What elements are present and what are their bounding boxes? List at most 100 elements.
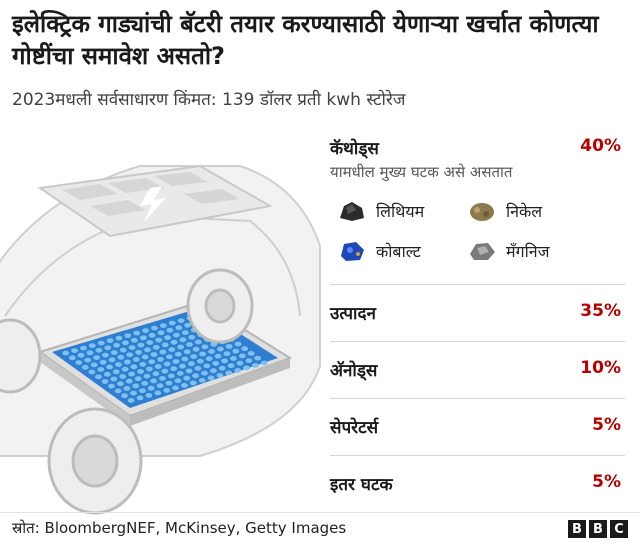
battery-cover-panel <box>37 164 273 238</box>
battery-cell <box>216 373 224 378</box>
cost-row-anodes: अ‌ॅनोड्स 10% <box>330 342 625 399</box>
cost-percent: 5% <box>592 415 621 435</box>
battery-cell <box>121 393 128 399</box>
battery-cell <box>117 381 124 387</box>
chart-title: इलेक्ट्रिक गाड्यांची बॅटरी तयार करण्यासा… <box>12 10 599 70</box>
battery-cell <box>170 366 178 372</box>
battery-cell <box>247 351 255 356</box>
battery-cell <box>68 355 76 361</box>
battery-cell <box>234 341 242 347</box>
mineral-label: कोबाल्ट <box>376 242 421 261</box>
battery-cell <box>192 373 200 379</box>
battery-cell <box>102 352 109 358</box>
battery-cell <box>110 376 118 382</box>
battery-cell <box>119 347 127 353</box>
battery-cell <box>90 362 98 368</box>
cost-row-cathodes: कॅथोड्स 40% यामधील मुख्य घटक असे असतात ल… <box>330 128 625 285</box>
battery-cell <box>166 354 173 360</box>
battery-cell <box>103 371 111 377</box>
mineral-nickel: निकेल <box>468 200 542 222</box>
cost-breakdown-table: कॅथोड्स 40% यामधील मुख्य घटक असे असतात ल… <box>330 128 625 512</box>
battery-cell <box>177 344 185 350</box>
lithium-rock-icon <box>340 202 364 221</box>
battery-cell <box>154 364 162 369</box>
battery-cell <box>230 356 237 361</box>
battery-cell <box>212 361 220 366</box>
ev-battery-illustration <box>0 164 321 515</box>
battery-cell <box>254 355 262 361</box>
battery-cell <box>106 364 113 370</box>
battery-cell <box>173 332 180 338</box>
nickel-rock-icon <box>470 203 494 221</box>
battery-cell <box>154 390 162 396</box>
battery-cell <box>88 369 96 375</box>
battery-cell <box>134 376 142 382</box>
cost-row-manufacturing: उत्पादन 35% <box>330 285 625 342</box>
battery-cell <box>132 383 140 389</box>
battery-cell <box>210 368 217 374</box>
battery-cell <box>218 365 226 371</box>
battery-cell <box>185 368 193 374</box>
battery-cell <box>159 323 167 328</box>
battery-cell <box>125 378 133 384</box>
battery-cell <box>167 373 175 379</box>
battery-cell <box>190 354 198 359</box>
battery-cell <box>155 337 163 343</box>
battery-cell <box>157 330 165 336</box>
battery-cell <box>110 350 118 355</box>
battery-cell <box>221 358 229 364</box>
cost-row-other: इतर घटक 5% <box>330 456 625 512</box>
battery-cell <box>151 325 158 331</box>
battery-cell <box>122 340 129 346</box>
battery-cell <box>181 330 189 335</box>
battery-cell <box>188 361 195 367</box>
battery-cell <box>119 374 127 379</box>
battery-cell <box>113 342 120 348</box>
battery-cell <box>166 327 174 333</box>
battery-cell <box>176 371 184 376</box>
battery-cell <box>148 332 156 338</box>
battery-cell <box>141 381 149 386</box>
battery-cell <box>163 361 171 367</box>
battery-cell <box>93 355 100 360</box>
battery-cell <box>164 335 172 340</box>
footer-divider <box>0 512 640 513</box>
cathode-components-note: यामधील मुख्य घटक असे असतात <box>330 163 513 181</box>
cost-percent: 10% <box>580 358 621 378</box>
cost-label: कॅथोड्स <box>330 139 379 159</box>
battery-cell <box>108 383 115 389</box>
battery-cell <box>181 383 188 388</box>
battery-cell <box>132 357 140 362</box>
battery-cell <box>241 346 249 352</box>
battery-cell <box>146 340 154 345</box>
battery-cell <box>196 358 204 364</box>
battery-cell <box>126 352 134 358</box>
battery-cell <box>142 328 150 333</box>
cobalt-rock-icon <box>341 242 364 261</box>
battery-cell <box>225 370 233 376</box>
battery-cell <box>112 369 120 375</box>
bbc-logo-letter: B <box>568 520 586 538</box>
bbc-logo-letter: B <box>589 520 607 538</box>
battery-cell <box>121 366 129 372</box>
battery-cell <box>145 393 153 398</box>
battery-cell <box>62 350 70 356</box>
battery-cell <box>80 345 87 351</box>
battery-cell <box>97 367 105 372</box>
cost-percent: 35% <box>580 301 621 321</box>
battery-cell <box>168 347 176 352</box>
battery-cell <box>75 360 83 365</box>
battery-cell <box>148 359 156 365</box>
manganese-rock-icon <box>470 243 495 260</box>
wheels <box>0 268 254 515</box>
battery-cell <box>227 363 235 369</box>
battery-cell <box>165 380 173 386</box>
battery-cell <box>108 357 116 363</box>
battery-cell <box>124 333 132 338</box>
battery-cell <box>201 344 209 350</box>
battery-cell <box>194 366 202 371</box>
battery-cell <box>139 335 147 341</box>
cost-label: सेपरेटर्स <box>330 418 379 438</box>
battery-cell <box>130 390 137 396</box>
battery-cell <box>146 366 153 372</box>
